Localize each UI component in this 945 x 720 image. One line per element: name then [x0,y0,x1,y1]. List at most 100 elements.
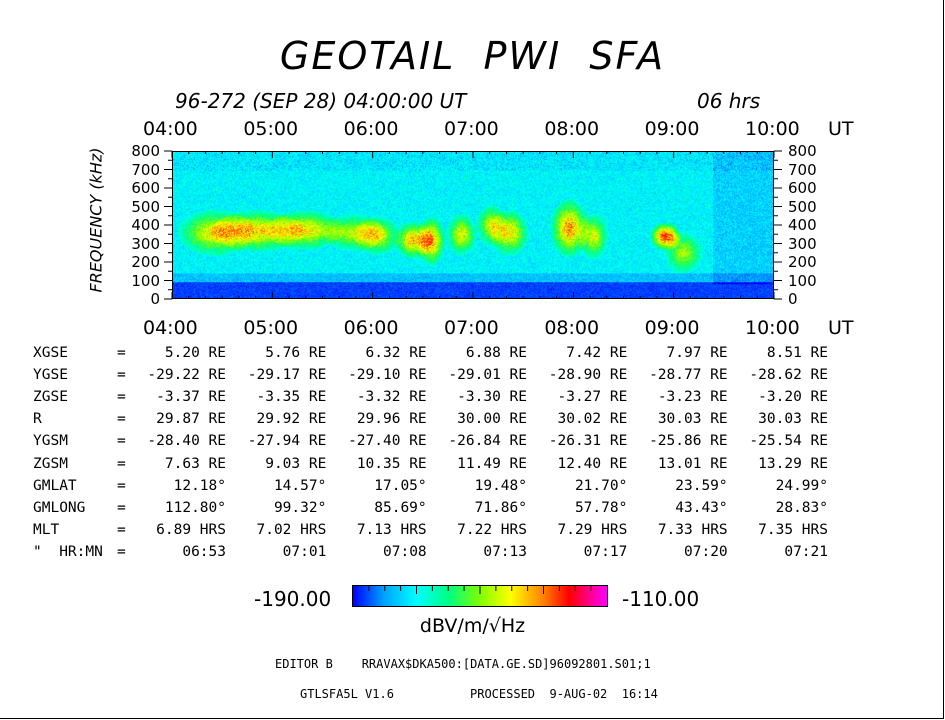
table-cell: 99.32° [273,499,327,516]
bottom-time-label: 06:00 [343,317,399,339]
top-time-label: 04:00 [143,118,198,140]
table-cell: 7.33 HRS [657,521,728,538]
table-cell: -29.10 RE [348,367,427,384]
table-cell: -29.01 RE [448,367,527,384]
table-row-equals: = [117,367,126,384]
table-cell: 30.03 RE [657,411,728,428]
table-cell: 11.49 RE [457,455,527,472]
right-y-tick-label: 0 [788,290,798,308]
table-cell: 19.48° [474,477,527,494]
table-cell: 5.20 RE [164,345,226,361]
table-row-label: R [33,411,42,428]
colorbar-max-label: -110.00 [622,587,700,611]
left-y-tick-label: 400 [131,216,160,234]
table-row-equals: = [117,411,126,428]
table-cell: 07:13 [483,543,527,560]
table-cell: -25.54 RE [749,433,828,450]
table-cell: 85.69° [374,499,427,516]
table-cell: 14.57° [273,477,327,494]
right-y-tick-label: 300 [788,234,817,253]
colorbar-min-label: -190.00 [254,587,332,611]
footer-editor: EDITOR B RRAVAX$DKA500:[DATA.GE.SD]96092… [275,657,651,671]
table-row-label: ZGSM [33,455,68,472]
table-row-label: YGSM [33,433,68,450]
table-cell: 6.89 HRS [156,521,226,538]
left-y-tick-label: 0 [150,290,160,308]
spectrogram-heatmap [172,151,774,299]
top-time-unit: UT [828,118,854,140]
table-row-equals: = [117,521,126,538]
table-cell: -29.17 RE [247,367,327,384]
table-row-equals: = [117,389,126,406]
table-row-label: GMLONG [33,499,86,516]
table-cell: 6.88 RE [465,345,527,361]
table-cell: 06:53 [182,543,226,560]
bottom-time-label: 05:00 [243,317,299,339]
table-cell: 21.70° [574,477,628,494]
table-cell: -3.30 RE [457,389,527,406]
footer-processed: PROCESSED 9-AUG-02 16:14 [470,687,658,701]
table-cell: 5.76 RE [265,345,327,361]
table-cell: 112.80° [164,499,226,516]
table-cell: 71.86° [474,499,527,516]
bottom-time-label: 10:00 [745,317,800,339]
bottom-time-label: 08:00 [544,317,600,339]
table-cell: 23.59° [675,477,728,494]
table-cell: -27.40 RE [348,433,427,450]
colorbar-ticks [368,586,592,594]
top-time-label: 08:00 [544,118,600,140]
table-row-equals: = [117,543,126,560]
table-cell: 29.96 RE [356,411,427,428]
right-y-tick-label: 800 [788,142,817,160]
left-y-tick-label: 300 [131,234,160,253]
bottom-time-label: 09:00 [644,317,700,339]
table-row-label: " HR:MN [33,543,103,560]
table-cell: -27.94 RE [247,433,327,450]
table-cell: -26.31 RE [548,433,628,450]
table-cell: 07:20 [684,543,728,560]
table-cell: 07:21 [784,543,828,560]
table-cell: 7.97 RE [666,345,728,361]
table-cell: 12.40 RE [557,455,628,472]
table-cell: -3.35 RE [256,389,327,406]
table-row-label: YGSE [33,367,68,384]
table-cell: -28.90 RE [548,367,628,384]
table-cell: -3.32 RE [356,389,427,406]
right-y-tick-label: 700 [788,160,817,179]
table-row-equals: = [117,499,126,516]
table-cell: 6.32 RE [365,345,427,361]
left-y-tick-label: 200 [131,253,160,271]
right-y-tick-label: 600 [788,179,817,197]
table-cell: 30.02 RE [557,411,628,428]
table-row-equals: = [117,433,126,450]
table-cell: -25.86 RE [649,433,728,450]
top-time-label: 09:00 [644,118,700,140]
bottom-time-unit: UT [828,317,854,339]
left-y-tick-label: 100 [131,271,160,290]
table-cell: 7.22 HRS [457,521,527,538]
table-cell: 07:08 [383,543,427,560]
table-cell: -28.77 RE [649,367,728,384]
table-cell: 9.03 RE [265,455,327,472]
table-cell: 07:17 [583,543,628,560]
table-cell: -3.27 RE [557,389,628,406]
table-cell: -28.62 RE [749,367,828,384]
table-cell: 29.92 RE [256,411,327,428]
span-label: 06 hrs [697,89,761,113]
plot-title: GEOTAIL PWI SFA [279,34,666,78]
date-label: 96-272 (SEP 28) 04:00:00 UT [175,89,467,113]
table-cell: 57.78° [574,499,628,516]
table-cell: 17.05° [374,477,427,494]
table-cell: 30.00 RE [457,411,527,428]
table-cell: 28.83° [775,499,828,516]
table-row-label: ZGSE [33,389,68,406]
left-y-tick-label: 600 [131,179,160,197]
table-row-label: GMLAT [33,477,77,494]
right-y-tick-label: 500 [788,197,817,216]
top-time-label: 10:00 [745,118,800,140]
table-cell: -3.23 RE [657,389,728,406]
table-cell: -3.20 RE [758,389,828,406]
left-y-tick-label: 700 [131,160,160,179]
table-cell: 7.13 HRS [356,521,427,538]
